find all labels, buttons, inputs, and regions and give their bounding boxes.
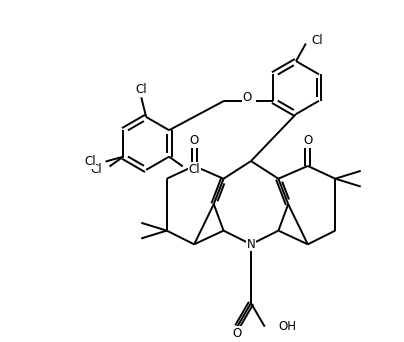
Text: N: N — [246, 238, 255, 251]
Text: OH: OH — [278, 320, 297, 333]
Text: Cl: Cl — [312, 34, 323, 47]
Text: Cl: Cl — [90, 163, 102, 176]
Text: O: O — [303, 134, 312, 147]
Text: O: O — [189, 134, 199, 147]
Text: O: O — [242, 91, 252, 104]
Text: Cl: Cl — [189, 163, 200, 176]
Text: Cl: Cl — [135, 83, 147, 96]
Text: Cl: Cl — [84, 155, 96, 168]
Text: O: O — [233, 327, 242, 340]
